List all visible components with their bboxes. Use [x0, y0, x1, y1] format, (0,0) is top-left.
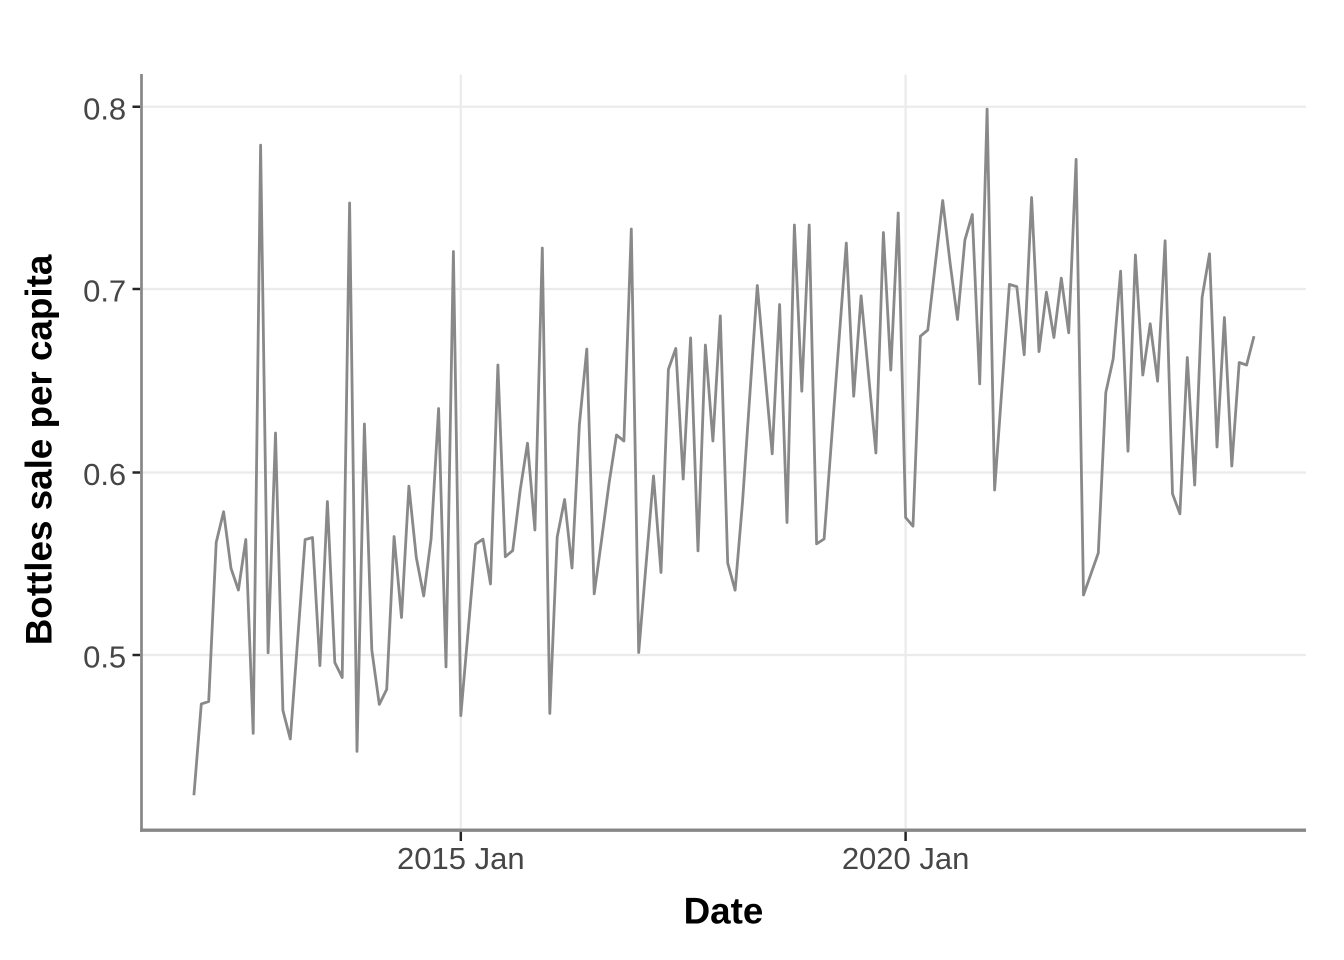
svg-text:0.8: 0.8 — [83, 91, 126, 126]
svg-text:0.7: 0.7 — [83, 274, 126, 309]
svg-text:Date: Date — [684, 891, 764, 932]
svg-text:Bottles sale per capita: Bottles sale per capita — [19, 254, 60, 645]
svg-text:2015 Jan: 2015 Jan — [397, 841, 525, 876]
svg-text:2020 Jan: 2020 Jan — [842, 841, 970, 876]
svg-text:0.5: 0.5 — [83, 640, 126, 675]
svg-text:0.6: 0.6 — [83, 457, 126, 492]
